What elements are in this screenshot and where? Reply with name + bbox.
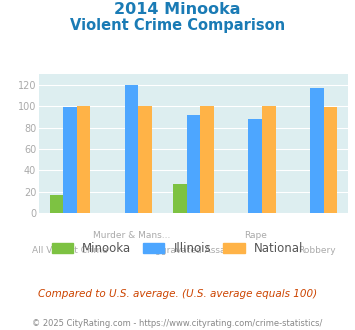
Bar xyxy=(63,107,77,213)
Bar xyxy=(77,106,90,213)
Bar xyxy=(262,106,275,213)
Text: Compared to U.S. average. (U.S. average equals 100): Compared to U.S. average. (U.S. average … xyxy=(38,289,317,299)
Text: Aggravated Assault: Aggravated Assault xyxy=(149,246,238,255)
Bar xyxy=(187,115,200,213)
Bar xyxy=(50,195,63,213)
Bar xyxy=(138,106,152,213)
Bar xyxy=(324,107,337,213)
Text: All Violent Crime: All Violent Crime xyxy=(32,246,108,255)
Text: Murder & Mans...: Murder & Mans... xyxy=(93,231,170,240)
Bar xyxy=(310,88,324,213)
Text: Rape: Rape xyxy=(244,231,267,240)
Text: Robbery: Robbery xyxy=(298,246,336,255)
Text: © 2025 CityRating.com - https://www.cityrating.com/crime-statistics/: © 2025 CityRating.com - https://www.city… xyxy=(32,319,323,328)
Bar xyxy=(248,119,262,213)
Text: 2014 Minooka: 2014 Minooka xyxy=(114,2,241,16)
Legend: Minooka, Illinois, National: Minooka, Illinois, National xyxy=(47,237,308,260)
Bar xyxy=(200,106,214,213)
Bar xyxy=(173,184,187,213)
Text: Violent Crime Comparison: Violent Crime Comparison xyxy=(70,18,285,33)
Bar xyxy=(125,85,138,213)
